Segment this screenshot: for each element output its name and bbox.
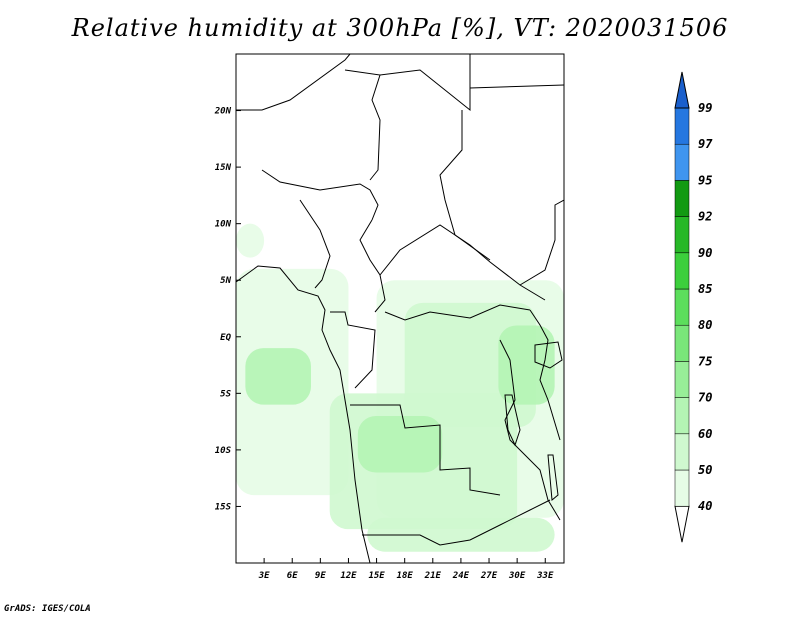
lon-tick-label: 21E bbox=[424, 571, 442, 581]
coastline-west bbox=[236, 265, 371, 563]
border-ethiopia bbox=[519, 199, 564, 286]
colorbar-level-label: 95 bbox=[698, 173, 712, 187]
lon-tick-label: 12E bbox=[340, 571, 357, 581]
border-angola-south bbox=[362, 499, 551, 546]
colorbar-segment bbox=[674, 433, 690, 471]
colorbar-level-label: 80 bbox=[698, 318, 712, 332]
border-drc-north bbox=[384, 304, 531, 321]
border-cameroon-chad bbox=[359, 219, 386, 313]
colorbar-segment bbox=[674, 288, 690, 326]
map-frame bbox=[235, 53, 565, 564]
lat-tick-label: 10N bbox=[215, 220, 232, 230]
border-egypt-sudan bbox=[469, 84, 564, 89]
border-mali-niger bbox=[236, 54, 351, 111]
grads-credit: GrADS: IGES/COLA bbox=[4, 604, 91, 614]
humidity-shading bbox=[236, 223, 564, 552]
colorbar-level-label: 50 bbox=[698, 463, 712, 477]
colorbar-level-label: 40 bbox=[698, 499, 712, 513]
lon-tick-label: 9E bbox=[315, 571, 326, 581]
humid-area-east-lakes bbox=[498, 325, 555, 405]
lake-malawi bbox=[547, 454, 559, 501]
colorbar-segment bbox=[674, 469, 690, 507]
border-east-lakes bbox=[499, 339, 561, 521]
colorbar-level-label: 60 bbox=[698, 427, 712, 441]
lon-tick-label: 30E bbox=[508, 571, 526, 581]
colorbar-segment bbox=[674, 216, 690, 254]
border-kenya-uganda bbox=[529, 309, 561, 441]
colorbar-segment bbox=[674, 324, 690, 362]
colorbar-level-label: 75 bbox=[698, 354, 712, 368]
lon-tick-label: 3E bbox=[258, 571, 270, 581]
colorbar-level-label: 85 bbox=[698, 282, 712, 296]
country-borders bbox=[236, 54, 564, 563]
border-nigeria-cameroon bbox=[299, 199, 331, 289]
lat-tick-label: 5S bbox=[220, 389, 231, 399]
humid-area-southern-strip bbox=[367, 517, 555, 552]
border-nigeria-north bbox=[261, 169, 379, 221]
lat-tick-label: 20N bbox=[214, 107, 232, 117]
border-drc-angola bbox=[350, 404, 501, 496]
colorbar-segment bbox=[674, 252, 690, 290]
lon-tick-label: 24E bbox=[452, 571, 470, 581]
lat-tick-label: 15S bbox=[215, 502, 232, 512]
border-congo-gabon bbox=[330, 311, 376, 389]
humid-area-kasai bbox=[357, 415, 443, 473]
lat-tick-label: EQ bbox=[220, 333, 231, 343]
colorbar-level-label: 92 bbox=[698, 210, 712, 224]
colorbar-segment bbox=[674, 361, 690, 398]
border-libya bbox=[379, 54, 471, 112]
colorbar-upper-triangle bbox=[674, 71, 690, 109]
colorbar-level-label: 99 bbox=[698, 101, 712, 115]
lat-tick-label: 5N bbox=[220, 276, 231, 286]
lon-tick-label: 33E bbox=[536, 571, 554, 581]
lon-tick-label: 18E bbox=[397, 571, 414, 581]
lake-victoria bbox=[534, 341, 563, 369]
lon-tick-label: 6E bbox=[287, 571, 298, 581]
colorbar-segment bbox=[674, 107, 690, 145]
lake-tanganyika bbox=[504, 394, 521, 447]
colorbar-level-label: 97 bbox=[698, 137, 713, 151]
lon-tick-label: 15E bbox=[368, 571, 385, 581]
colorbar-segment bbox=[674, 143, 690, 181]
colorbar-segment bbox=[674, 180, 690, 217]
colorbar: 40 50 60 70 75 80 85 90 92 95 97 99 bbox=[674, 71, 713, 543]
humid-area-northwest-patch bbox=[236, 223, 265, 258]
lat-tick-label: 10S bbox=[215, 446, 232, 456]
map-axes: 3E 6E 9E 12E 15E 18E 21E 24E 27E 30E 33E 20N 15N 10N 5… bbox=[214, 107, 554, 581]
colorbar-segment bbox=[674, 397, 690, 435]
lat-tick-label: 15N bbox=[215, 163, 232, 173]
colorbar-level-label: 90 bbox=[698, 246, 712, 260]
humid-area-coastal-gabon bbox=[245, 348, 311, 405]
map-title: Relative humidity at 300hPa [%], VT: 202… bbox=[71, 14, 729, 42]
colorbar-lower-triangle bbox=[674, 505, 690, 543]
border-niger-chad bbox=[344, 69, 381, 181]
colorbar-level-label: 70 bbox=[698, 391, 712, 405]
lon-tick-label: 27E bbox=[480, 571, 498, 581]
